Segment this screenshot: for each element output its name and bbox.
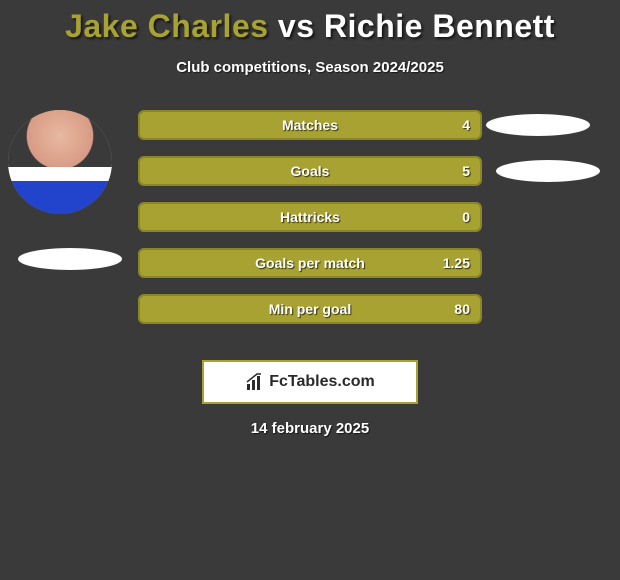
stat-row-goals: Goals 5 [138,156,482,186]
source-logo: FcTables.com [202,360,418,404]
player2-name: Richie Bennett [324,8,555,44]
stat-value: 80 [454,296,470,322]
stat-label: Hattricks [140,204,480,230]
stat-row-matches: Matches 4 [138,110,482,140]
subtitle: Club competitions, Season 2024/2025 [0,59,620,76]
player2-badge-pill-1 [486,114,590,136]
stat-row-hattricks: Hattricks 0 [138,202,482,232]
player1-name: Jake Charles [65,8,268,44]
stat-row-min-per-goal: Min per goal 80 [138,294,482,324]
vs-text: vs [278,8,315,44]
logo-text: FcTables.com [269,373,375,391]
date-text: 14 february 2025 [0,420,620,437]
stats-content: Matches 4 Goals 5 Hattricks 0 Goals per … [0,110,620,350]
stat-value: 1.25 [443,250,470,276]
stat-value: 5 [462,158,470,184]
stat-row-goals-per-match: Goals per match 1.25 [138,248,482,278]
player2-badge-pill-2 [496,160,600,182]
stat-bars: Matches 4 Goals 5 Hattricks 0 Goals per … [138,110,482,340]
stat-label: Min per goal [140,296,480,322]
bar-chart-icon [245,372,265,392]
player1-badge-pill [18,248,122,270]
stat-value: 0 [462,204,470,230]
stat-label: Matches [140,112,480,138]
stat-label: Goals per match [140,250,480,276]
stat-value: 4 [462,112,470,138]
stat-label: Goals [140,158,480,184]
player1-avatar [8,110,112,214]
comparison-title: Jake Charles vs Richie Bennett [0,0,620,45]
